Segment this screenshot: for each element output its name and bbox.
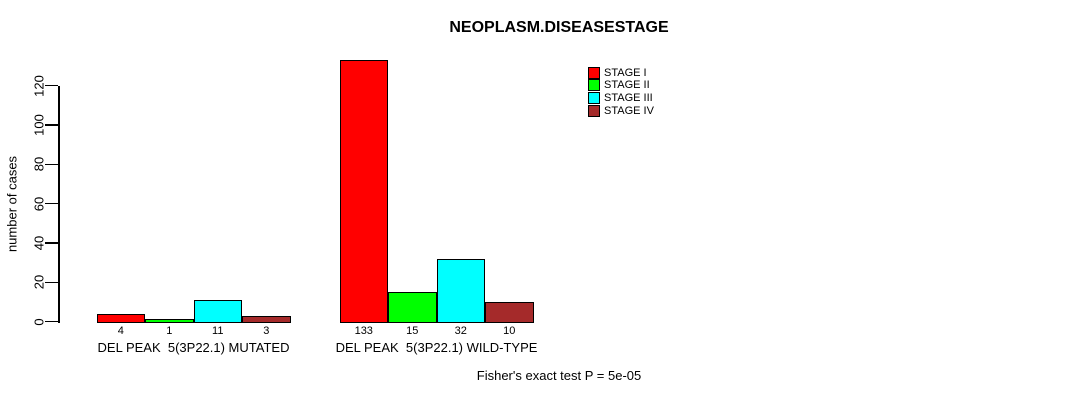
- bar-value-label: 3: [263, 325, 270, 337]
- bar-stage-i-g0: [96, 313, 145, 323]
- bar-stage-iii-g1: [436, 258, 485, 323]
- bar-value-label: 32: [454, 325, 467, 337]
- y-axis-line: [58, 85, 60, 324]
- y-tick-label: 120: [31, 74, 47, 97]
- legend-label-stage-iv: STAGE IV: [604, 104, 654, 117]
- bar-value-label: 10: [503, 325, 516, 337]
- legend-label-stage-iii: STAGE III: [604, 91, 653, 104]
- x-category-label: DEL PEAK 5(3P22.1) WILD-TYPE: [335, 340, 538, 355]
- bar-value-label: 11: [212, 325, 224, 337]
- bar-stage-i-g1: [339, 60, 388, 323]
- x-category-label: DEL PEAK 5(3P22.1) MUTATED: [97, 340, 290, 355]
- bar-value-label: 4: [117, 325, 124, 337]
- bar-stage-ii-g1: [388, 292, 437, 323]
- legend-swatch-stage-ii: [587, 79, 600, 92]
- y-tick-label: 0: [31, 318, 47, 326]
- bar-stage-ii-g0: [145, 318, 194, 323]
- legend-swatch-stage-iii: [587, 91, 600, 104]
- y-tick: [45, 202, 58, 205]
- y-tick: [45, 84, 58, 87]
- y-tick-label: 40: [31, 235, 47, 251]
- chart-title: NEOPLASM.DISEASESTAGE: [449, 19, 669, 36]
- bar-stage-iii-g0: [193, 300, 242, 323]
- legend-label-stage-i: STAGE I: [604, 66, 647, 79]
- bar-value-label: 133: [354, 325, 373, 337]
- y-tick: [45, 124, 58, 126]
- legend-label-stage-ii: STAGE II: [604, 79, 650, 92]
- bar-stage-iv-g1: [485, 302, 534, 323]
- bar-value-label: 15: [406, 325, 419, 337]
- bar-value-label: 1: [166, 325, 173, 337]
- legend-swatch-stage-iv: [587, 104, 600, 117]
- y-tick: [45, 320, 58, 323]
- y-tick-label: 80: [31, 157, 47, 172]
- y-tick: [45, 281, 58, 284]
- y-axis-title: number of cases: [4, 155, 20, 253]
- y-tick-label: 100: [31, 114, 47, 136]
- y-tick-label: 20: [31, 275, 47, 290]
- y-tick: [45, 242, 58, 244]
- footnote: Fisher's exact test P = 5e-05: [476, 368, 642, 383]
- legend-swatch-stage-i: [587, 66, 600, 79]
- bar-stage-iv-g0: [242, 315, 291, 323]
- y-tick: [45, 163, 58, 166]
- y-tick-label: 60: [31, 196, 47, 211]
